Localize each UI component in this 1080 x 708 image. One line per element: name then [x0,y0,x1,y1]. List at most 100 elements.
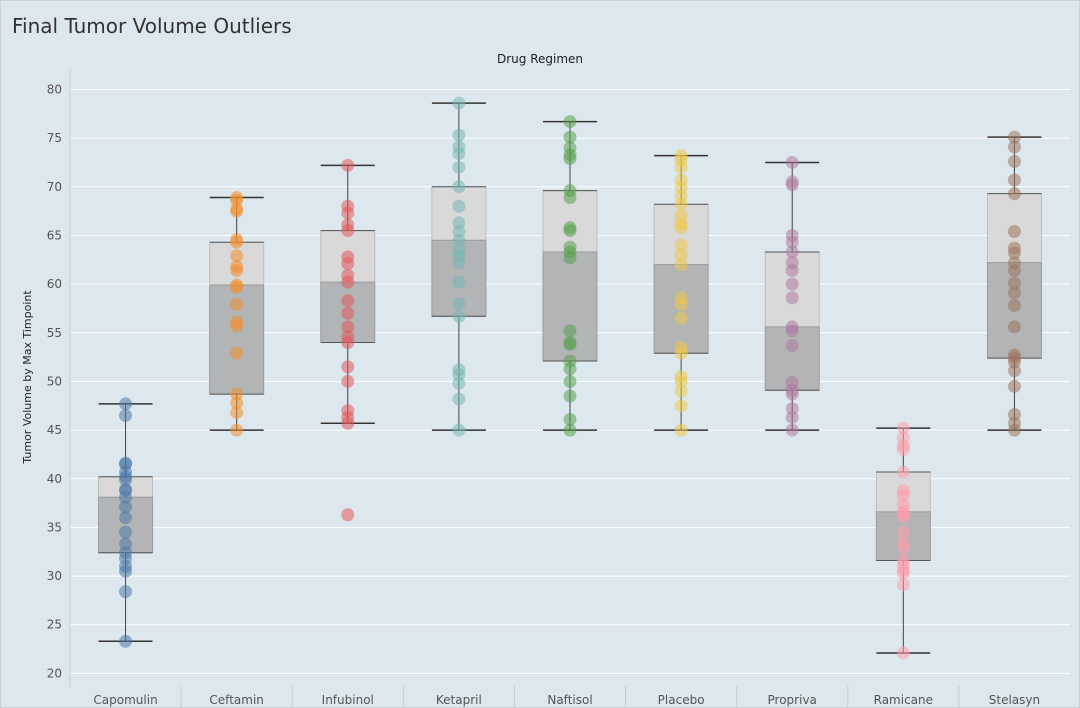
data-point [1007,154,1021,168]
category-label: Naftisol [547,693,592,707]
data-point [674,149,688,163]
data-point [119,500,133,514]
category-label: Placebo [658,693,705,707]
box-group-ceftamin [209,190,265,437]
box-group-propriva [764,155,820,437]
data-point [341,508,355,522]
data-point [563,115,577,129]
category-label: Stelasyn [989,693,1040,707]
data-point [341,360,355,374]
data-point [1007,130,1021,144]
data-point [674,423,688,437]
data-point [674,311,688,325]
data-point [119,525,133,539]
data-point [785,338,799,352]
data-point [230,232,244,246]
data-point [452,243,466,257]
data-point [230,423,244,437]
y-tick-label: 55 [47,326,62,340]
data-point [452,128,466,142]
data-point [452,297,466,311]
data-point [785,228,799,242]
category-label: Ceftamin [209,693,263,707]
y-tick-label: 30 [47,569,62,583]
data-point [452,140,466,154]
data-point [341,306,355,320]
y-tick-label: 60 [47,277,62,291]
data-point [119,634,133,648]
data-point [230,346,244,360]
data-point [452,96,466,110]
data-point [785,277,799,291]
box-group-stelasyn [986,130,1042,437]
data-point [896,483,910,497]
data-point [896,578,910,592]
data-point [230,260,244,274]
page-title: Final Tumor Volume Outliers [12,14,292,38]
data-point [674,399,688,413]
data-point [452,363,466,377]
data-point [785,291,799,305]
data-point [119,456,133,470]
data-point [230,406,244,420]
data-point [674,291,688,305]
data-point [896,431,910,445]
data-point [563,389,577,403]
y-tick-label: 45 [47,423,62,437]
data-point [341,330,355,344]
y-tick-label: 75 [47,131,62,145]
data-point [563,374,577,388]
data-point [341,218,355,232]
data-point [341,404,355,418]
data-point [230,249,244,263]
data-point [896,465,910,479]
data-point [785,175,799,189]
data-point [563,412,577,426]
data-point [563,423,577,437]
data-point [785,320,799,334]
data-point [563,130,577,144]
data-point [1007,276,1021,290]
data-point [896,498,910,512]
data-point [452,309,466,323]
data-point [119,408,133,422]
data-point [230,278,244,292]
data-point [230,315,244,329]
data-point [674,258,688,272]
data-point [452,392,466,406]
data-point [119,482,133,496]
box-group-placebo [653,149,709,437]
data-point [1007,241,1021,255]
data-point [452,216,466,230]
y-axis-label: Tumor Volume by Max Timpoint [21,290,34,465]
data-point [452,275,466,289]
data-point [785,375,799,389]
y-tick-label: 80 [47,82,62,96]
data-point [563,141,577,155]
data-point [341,250,355,264]
data-point [785,245,799,259]
data-point [674,384,688,398]
y-tick-label: 35 [47,520,62,534]
data-point [341,199,355,213]
data-point [341,374,355,388]
data-point [1007,256,1021,270]
y-tick-label: 25 [47,618,62,632]
data-point [563,324,577,338]
data-point [896,536,910,550]
data-point [674,370,688,384]
data-point [1007,348,1021,362]
data-point [896,646,910,660]
data-point [563,221,577,235]
y-tick-label: 40 [47,472,62,486]
data-point [896,421,910,435]
data-point [785,402,799,416]
data-point [119,397,133,411]
y-tick-label: 70 [47,180,62,194]
data-point [1007,140,1021,154]
data-point [1007,173,1021,187]
data-point [674,238,688,252]
y-tick-label: 65 [47,228,62,242]
data-point [230,298,244,312]
